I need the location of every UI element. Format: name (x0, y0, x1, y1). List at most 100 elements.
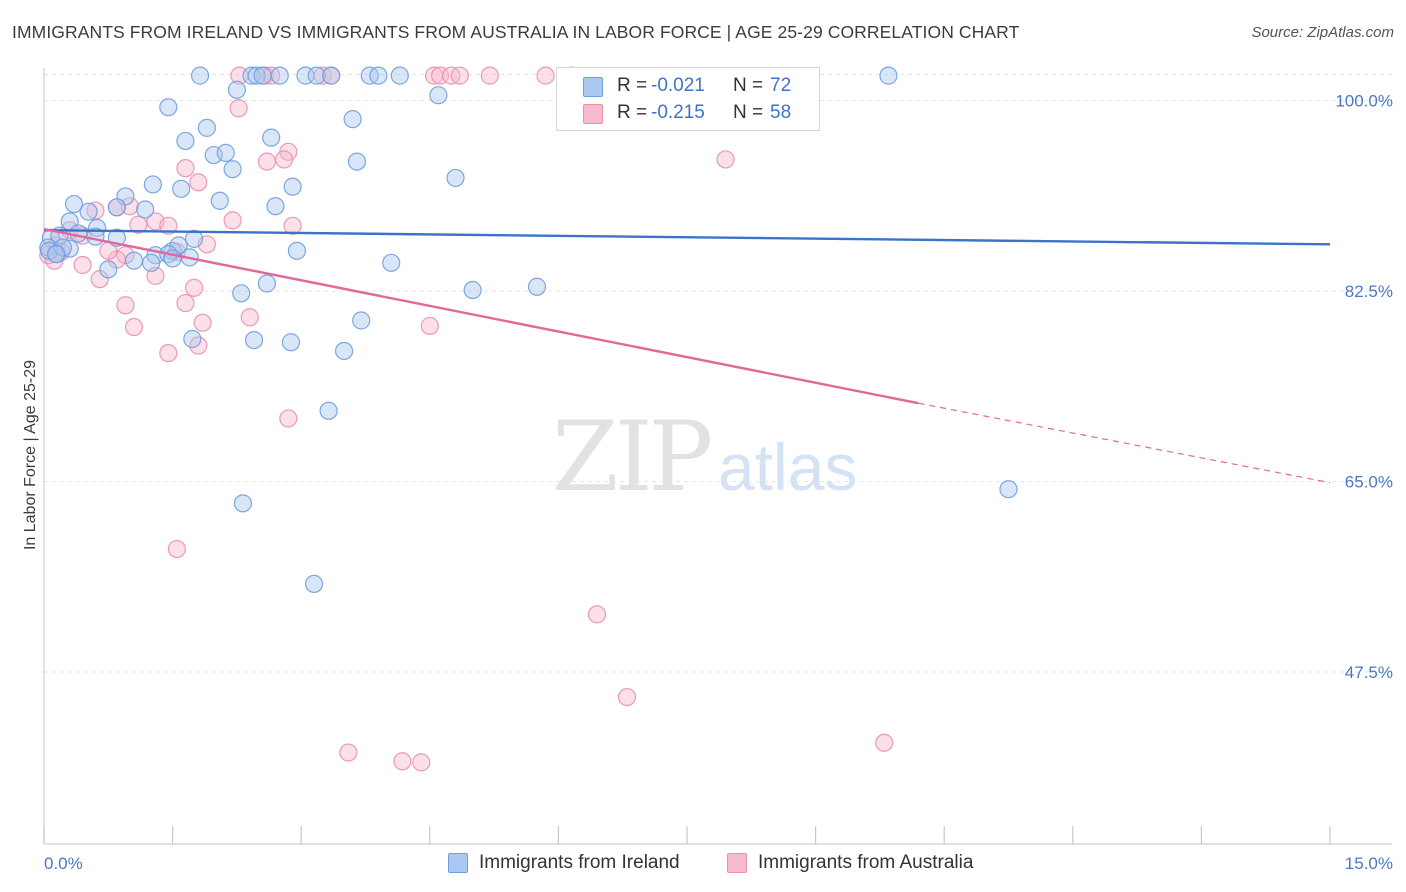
australia-point (240, 308, 259, 327)
ireland-point (143, 175, 162, 194)
ireland-point (46, 245, 66, 264)
ireland-point (99, 260, 118, 279)
ireland-point (247, 66, 266, 85)
legend-label-ireland: Immigrants from Ireland (479, 852, 680, 873)
ireland-points (39, 66, 1018, 593)
ireland-swatch (448, 853, 468, 873)
australia-point (193, 313, 212, 332)
australia-point (124, 317, 144, 337)
ireland-point (446, 168, 465, 188)
ireland-point (262, 128, 281, 147)
ireland-point (210, 191, 229, 210)
australia-point (176, 159, 195, 178)
australia-point (229, 99, 248, 118)
ireland-point (304, 574, 324, 593)
legend-row-ireland: R = -0.021 N = 72 (557, 73, 819, 101)
ireland-point (233, 494, 253, 513)
ireland-point (266, 197, 285, 216)
ireland-point (253, 66, 272, 85)
ireland-point (270, 66, 289, 85)
australia-point (875, 733, 894, 752)
australia-point (167, 539, 186, 559)
ireland-point (223, 160, 242, 179)
chart-title: IMMIGRANTS FROM IRELAND VS IMMIGRANTS FR… (12, 22, 1020, 42)
ireland-point (184, 229, 204, 248)
ireland-point (322, 66, 341, 85)
ireland-point (79, 202, 98, 221)
x-tick-label: 15.0% (1345, 854, 1393, 873)
australia-point (159, 344, 178, 363)
australia-point (116, 246, 135, 265)
ireland-point (142, 253, 161, 272)
ireland-point (307, 66, 326, 85)
ireland-point (190, 66, 210, 85)
ireland-point (227, 80, 246, 99)
legend-n-label: N = (733, 75, 764, 96)
ireland-point (343, 110, 362, 129)
ireland-point (216, 143, 235, 162)
trend-lines (43, 227, 1331, 484)
ireland-point (107, 198, 126, 217)
chart-source: Source: ZipAtlas.com (1251, 24, 1394, 41)
y-tick-label: 82.5% (1345, 282, 1393, 301)
ireland-swatch (583, 77, 603, 97)
australia-point (393, 752, 412, 771)
x-tick-label: 0.0% (44, 854, 83, 873)
australia-point (73, 255, 92, 275)
legend-n-label: N = (733, 102, 764, 123)
y-tick-label: 65.0% (1345, 473, 1393, 492)
ireland-point (176, 131, 195, 151)
ireland-point (429, 86, 448, 105)
ireland-point (172, 179, 191, 198)
ireland-point (319, 401, 338, 420)
legend-r-value: -0.021 (651, 75, 705, 96)
legend-row-australia: R = -0.215 N = 58 (557, 100, 819, 128)
australia-point (480, 66, 499, 85)
ireland-point (60, 239, 79, 258)
australia-point (339, 743, 358, 762)
ireland-point (334, 341, 354, 361)
australia-point (274, 150, 294, 169)
australia-point (716, 150, 735, 169)
australia-point (617, 687, 637, 707)
ireland-point (382, 253, 401, 272)
australia-point (587, 605, 607, 624)
legend-r-label: R = (617, 75, 648, 96)
watermark-zip: ZIP (552, 401, 711, 513)
watermark: ZIP atlas (552, 401, 857, 513)
ireland-point (369, 66, 388, 85)
australia-point (159, 216, 178, 235)
legend-r-label: R = (617, 102, 648, 123)
australia-point (120, 197, 139, 216)
ireland-point (879, 66, 898, 85)
y-axis-label: In Labor Force | Age 25-29 (22, 360, 39, 550)
legend-r-value: -0.215 (651, 102, 705, 123)
watermark-atlas: atlas (718, 430, 857, 504)
australia-trend-extension (918, 402, 1331, 484)
ireland-point (232, 284, 251, 303)
ireland-point (352, 311, 371, 330)
stats-legend: R = -0.021 N = 72 R = -0.215 N = 58 (556, 67, 820, 131)
australia-point (412, 753, 431, 772)
ireland-point (244, 330, 264, 350)
australia-point (283, 216, 302, 235)
legend-n-value: 72 (770, 75, 792, 96)
ireland-point (69, 224, 88, 243)
australia-point (189, 173, 208, 192)
australia-point (257, 152, 277, 171)
ireland-point (124, 251, 144, 270)
australia-point (536, 66, 555, 85)
series-legend: Immigrants from Ireland Immigrants from … (0, 850, 1406, 878)
australia-point (420, 316, 439, 336)
legend-label-australia: Immigrants from Australia (758, 852, 974, 873)
australia-point (176, 293, 195, 313)
australia-point (129, 215, 148, 234)
australia-point (184, 278, 204, 297)
legend-n-value: 58 (770, 102, 792, 123)
australia-points (39, 66, 894, 772)
australia-point (450, 66, 469, 85)
ireland-point (159, 98, 178, 117)
ireland-point (197, 118, 216, 137)
australia-point (279, 409, 298, 428)
